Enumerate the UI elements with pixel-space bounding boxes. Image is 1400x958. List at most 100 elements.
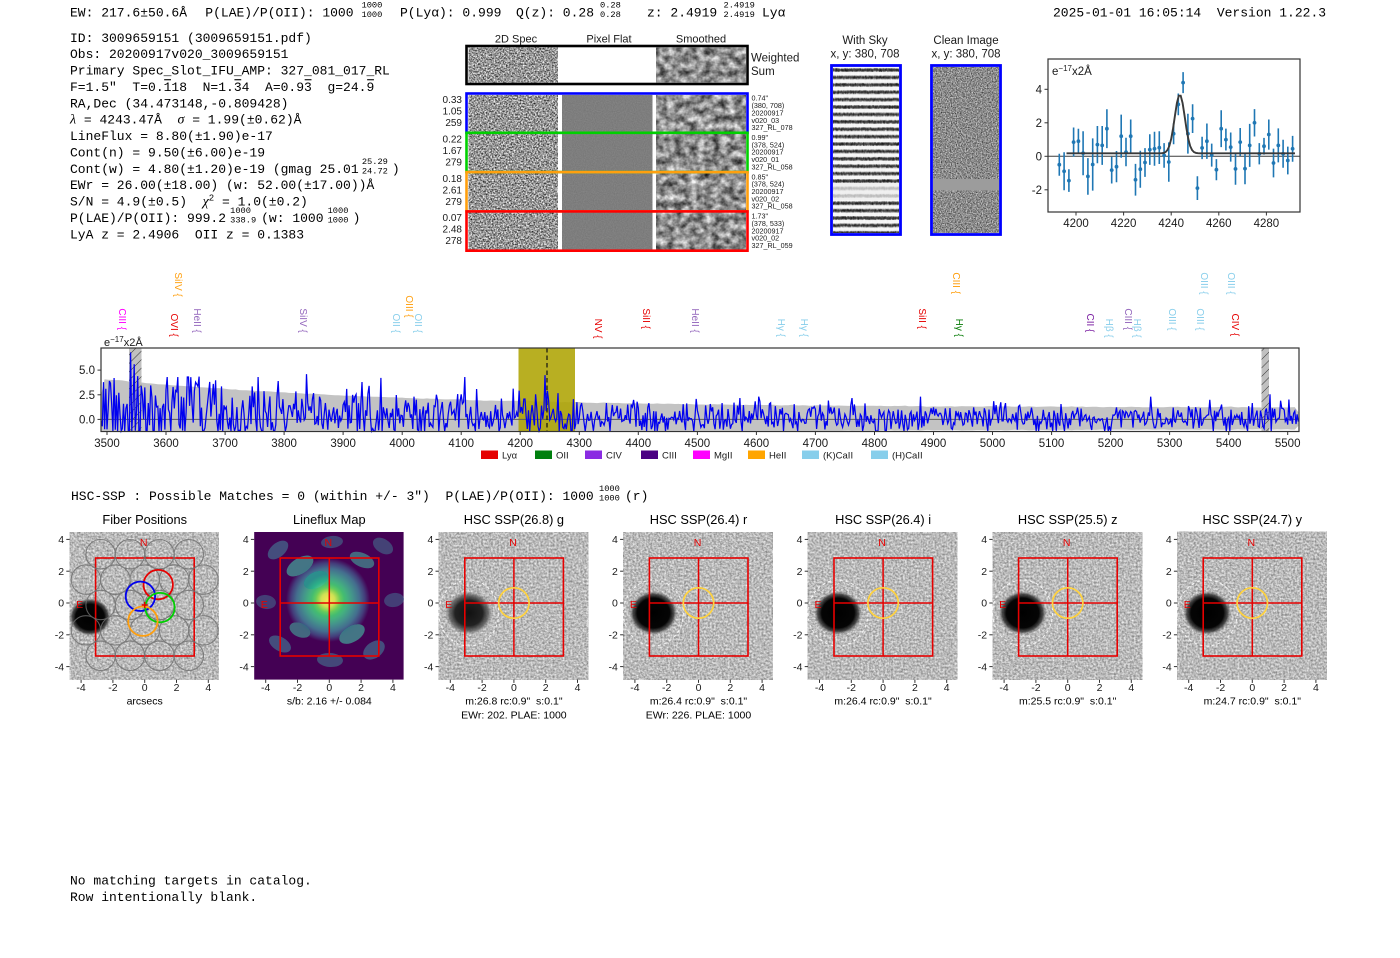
svg-text:2: 2 — [243, 566, 249, 578]
svg-text:327_RL_058: 327_RL_058 — [752, 162, 793, 171]
svg-text:2: 2 — [727, 682, 733, 694]
svg-text:e−17x2Å: e−17x2Å — [104, 335, 143, 349]
svg-text:EWr: 226. PLAE: 1000: EWr: 226. PLAE: 1000 — [646, 710, 752, 722]
svg-text:v020_01: v020_01 — [752, 155, 780, 164]
svg-text:-2: -2 — [1216, 682, 1225, 694]
svg-text:Q(z): 0.28: Q(z): 0.28 — [516, 5, 594, 20]
svg-text:5400: 5400 — [1216, 438, 1242, 450]
svg-text:4: 4 — [390, 682, 396, 694]
svg-text:(378, 524): (378, 524) — [752, 180, 785, 189]
svg-text:s/b: 2.16 +/- 0.084: s/b: 2.16 +/- 0.084 — [287, 696, 372, 708]
svg-text:327_RL_078: 327_RL_078 — [752, 123, 793, 132]
svg-text:0: 0 — [981, 598, 987, 610]
svg-text:OVI {: OVI { — [168, 314, 179, 338]
svg-text:N: N — [509, 537, 517, 549]
svg-text:(K)CaII: (K)CaII — [823, 451, 853, 462]
svg-text:-4: -4 — [261, 682, 270, 694]
svg-text:4000: 4000 — [389, 438, 415, 450]
svg-text:4: 4 — [243, 534, 249, 546]
svg-text:4: 4 — [1166, 534, 1172, 546]
svg-text:e−17x2Å: e−17x2Å — [1052, 64, 1092, 78]
svg-text:0: 0 — [880, 682, 886, 694]
svg-text:0: 0 — [1036, 151, 1042, 163]
svg-text:Lyα: Lyα — [762, 5, 786, 20]
svg-text:Clean Image: Clean Image — [933, 35, 998, 47]
svg-text:279: 279 — [445, 197, 462, 208]
svg-text:OIII {: OIII { — [1194, 308, 1205, 331]
svg-text:0.74": 0.74" — [752, 94, 769, 103]
svg-text:2: 2 — [543, 682, 549, 694]
svg-text:-4: -4 — [793, 661, 802, 673]
svg-text:1000: 1000 — [328, 216, 349, 226]
svg-text:HSC-SSP : Possible Matches = 0: HSC-SSP : Possible Matches = 0 (within +… — [71, 489, 594, 504]
svg-text:OII {: OII { — [390, 314, 401, 334]
svg-text:F=1.5" T=0.118 N=1.34 A=0.9: F=1.5" T=0.118 N=1.34 A=0.93 g=24.9 — [70, 80, 374, 95]
svg-text:279: 279 — [445, 158, 462, 169]
svg-text:0: 0 — [1065, 682, 1071, 694]
svg-text:Lineflux Map: Lineflux Map — [293, 512, 366, 527]
svg-text:-4: -4 — [609, 661, 618, 673]
svg-text:CIV: CIV — [606, 451, 623, 462]
svg-text:-2: -2 — [978, 630, 987, 642]
svg-text:2.4919: 2.4919 — [724, 1, 755, 11]
svg-text:3800: 3800 — [271, 438, 297, 450]
svg-text:0.28: 0.28 — [600, 10, 621, 20]
svg-text:5500: 5500 — [1275, 438, 1301, 450]
svg-text:Obs: 20200917v020_3009659151: Obs: 20200917v020_3009659151 — [70, 47, 289, 62]
svg-text:2: 2 — [427, 566, 433, 578]
svg-text:(w: 1000: (w: 1000 — [261, 211, 323, 226]
svg-text:λ = 4243.47Å σ = 1.99(±0.62)Å: λ = 4243.47Å σ = 1.99(±0.62)Å — [69, 113, 302, 128]
svg-text:-2: -2 — [1031, 682, 1040, 694]
svg-text:-2: -2 — [662, 682, 671, 694]
svg-text:4: 4 — [1128, 682, 1134, 694]
svg-text:4700: 4700 — [803, 438, 829, 450]
svg-text:0: 0 — [696, 682, 702, 694]
svg-text:LineFlux = 8.80(±1.90)e-17: LineFlux = 8.80(±1.90)e-17 — [70, 129, 273, 144]
svg-text:-2: -2 — [847, 682, 856, 694]
svg-text:HeII {: HeII { — [191, 308, 202, 333]
svg-text:2D Spec: 2D Spec — [495, 34, 538, 46]
svg-text:20200917: 20200917 — [752, 148, 784, 157]
svg-text:1000: 1000 — [230, 206, 251, 216]
svg-text:338.9: 338.9 — [230, 216, 256, 226]
svg-text:): ) — [353, 211, 361, 226]
svg-text:E: E — [261, 599, 268, 611]
svg-text:-2: -2 — [793, 630, 802, 642]
svg-text:4: 4 — [1036, 84, 1043, 96]
svg-text:OII {: OII { — [412, 314, 423, 334]
svg-text:5.0: 5.0 — [79, 365, 95, 377]
svg-text:CIII {: CIII { — [116, 308, 127, 330]
svg-text:CIII {: CIII { — [1122, 308, 1133, 330]
svg-text:N: N — [1063, 537, 1071, 549]
svg-text:20200917: 20200917 — [752, 226, 784, 235]
svg-text:-4: -4 — [978, 661, 987, 673]
svg-text:1.73": 1.73" — [752, 212, 769, 221]
svg-text:0: 0 — [243, 598, 249, 610]
svg-text:-2: -2 — [293, 682, 302, 694]
svg-text:HeII {: HeII { — [689, 308, 700, 333]
svg-text:CIII {: CIII { — [950, 272, 961, 294]
svg-text:Primary Spec_Slot_IFU_AMP: 327: Primary Spec_Slot_IFU_AMP: 327_081_017_R… — [70, 64, 390, 79]
svg-text:Pixel Flat: Pixel Flat — [586, 34, 631, 46]
svg-text:4300: 4300 — [566, 438, 592, 450]
svg-text:m:26.8 rc:0.9" s:0.1": m:26.8 rc:0.9" s:0.1" — [465, 696, 563, 708]
svg-text:CIII: CIII — [662, 451, 677, 462]
svg-text:4: 4 — [944, 682, 950, 694]
svg-text:Hγ {: Hγ { — [798, 319, 809, 338]
svg-text:4: 4 — [575, 682, 581, 694]
svg-text:2: 2 — [1166, 566, 1172, 578]
svg-text:0.0: 0.0 — [79, 414, 95, 426]
svg-text:0: 0 — [797, 598, 803, 610]
svg-text:HeII: HeII — [769, 451, 786, 462]
svg-text:E: E — [1184, 599, 1191, 611]
svg-text:0: 0 — [1166, 598, 1172, 610]
svg-text:4: 4 — [981, 534, 987, 546]
svg-text:1000: 1000 — [328, 206, 349, 216]
svg-text:EWr: 202. PLAE: 1000: EWr: 202. PLAE: 1000 — [461, 710, 567, 722]
svg-text:2025-01-01 16:05:14 Version 1: 2025-01-01 16:05:14 Version 1.22.3 — [1053, 5, 1326, 20]
svg-text:4: 4 — [797, 534, 803, 546]
svg-text:E: E — [630, 599, 637, 611]
svg-text:-4: -4 — [446, 682, 455, 694]
svg-text:0.18: 0.18 — [443, 174, 463, 185]
svg-text:0.28: 0.28 — [600, 1, 621, 11]
